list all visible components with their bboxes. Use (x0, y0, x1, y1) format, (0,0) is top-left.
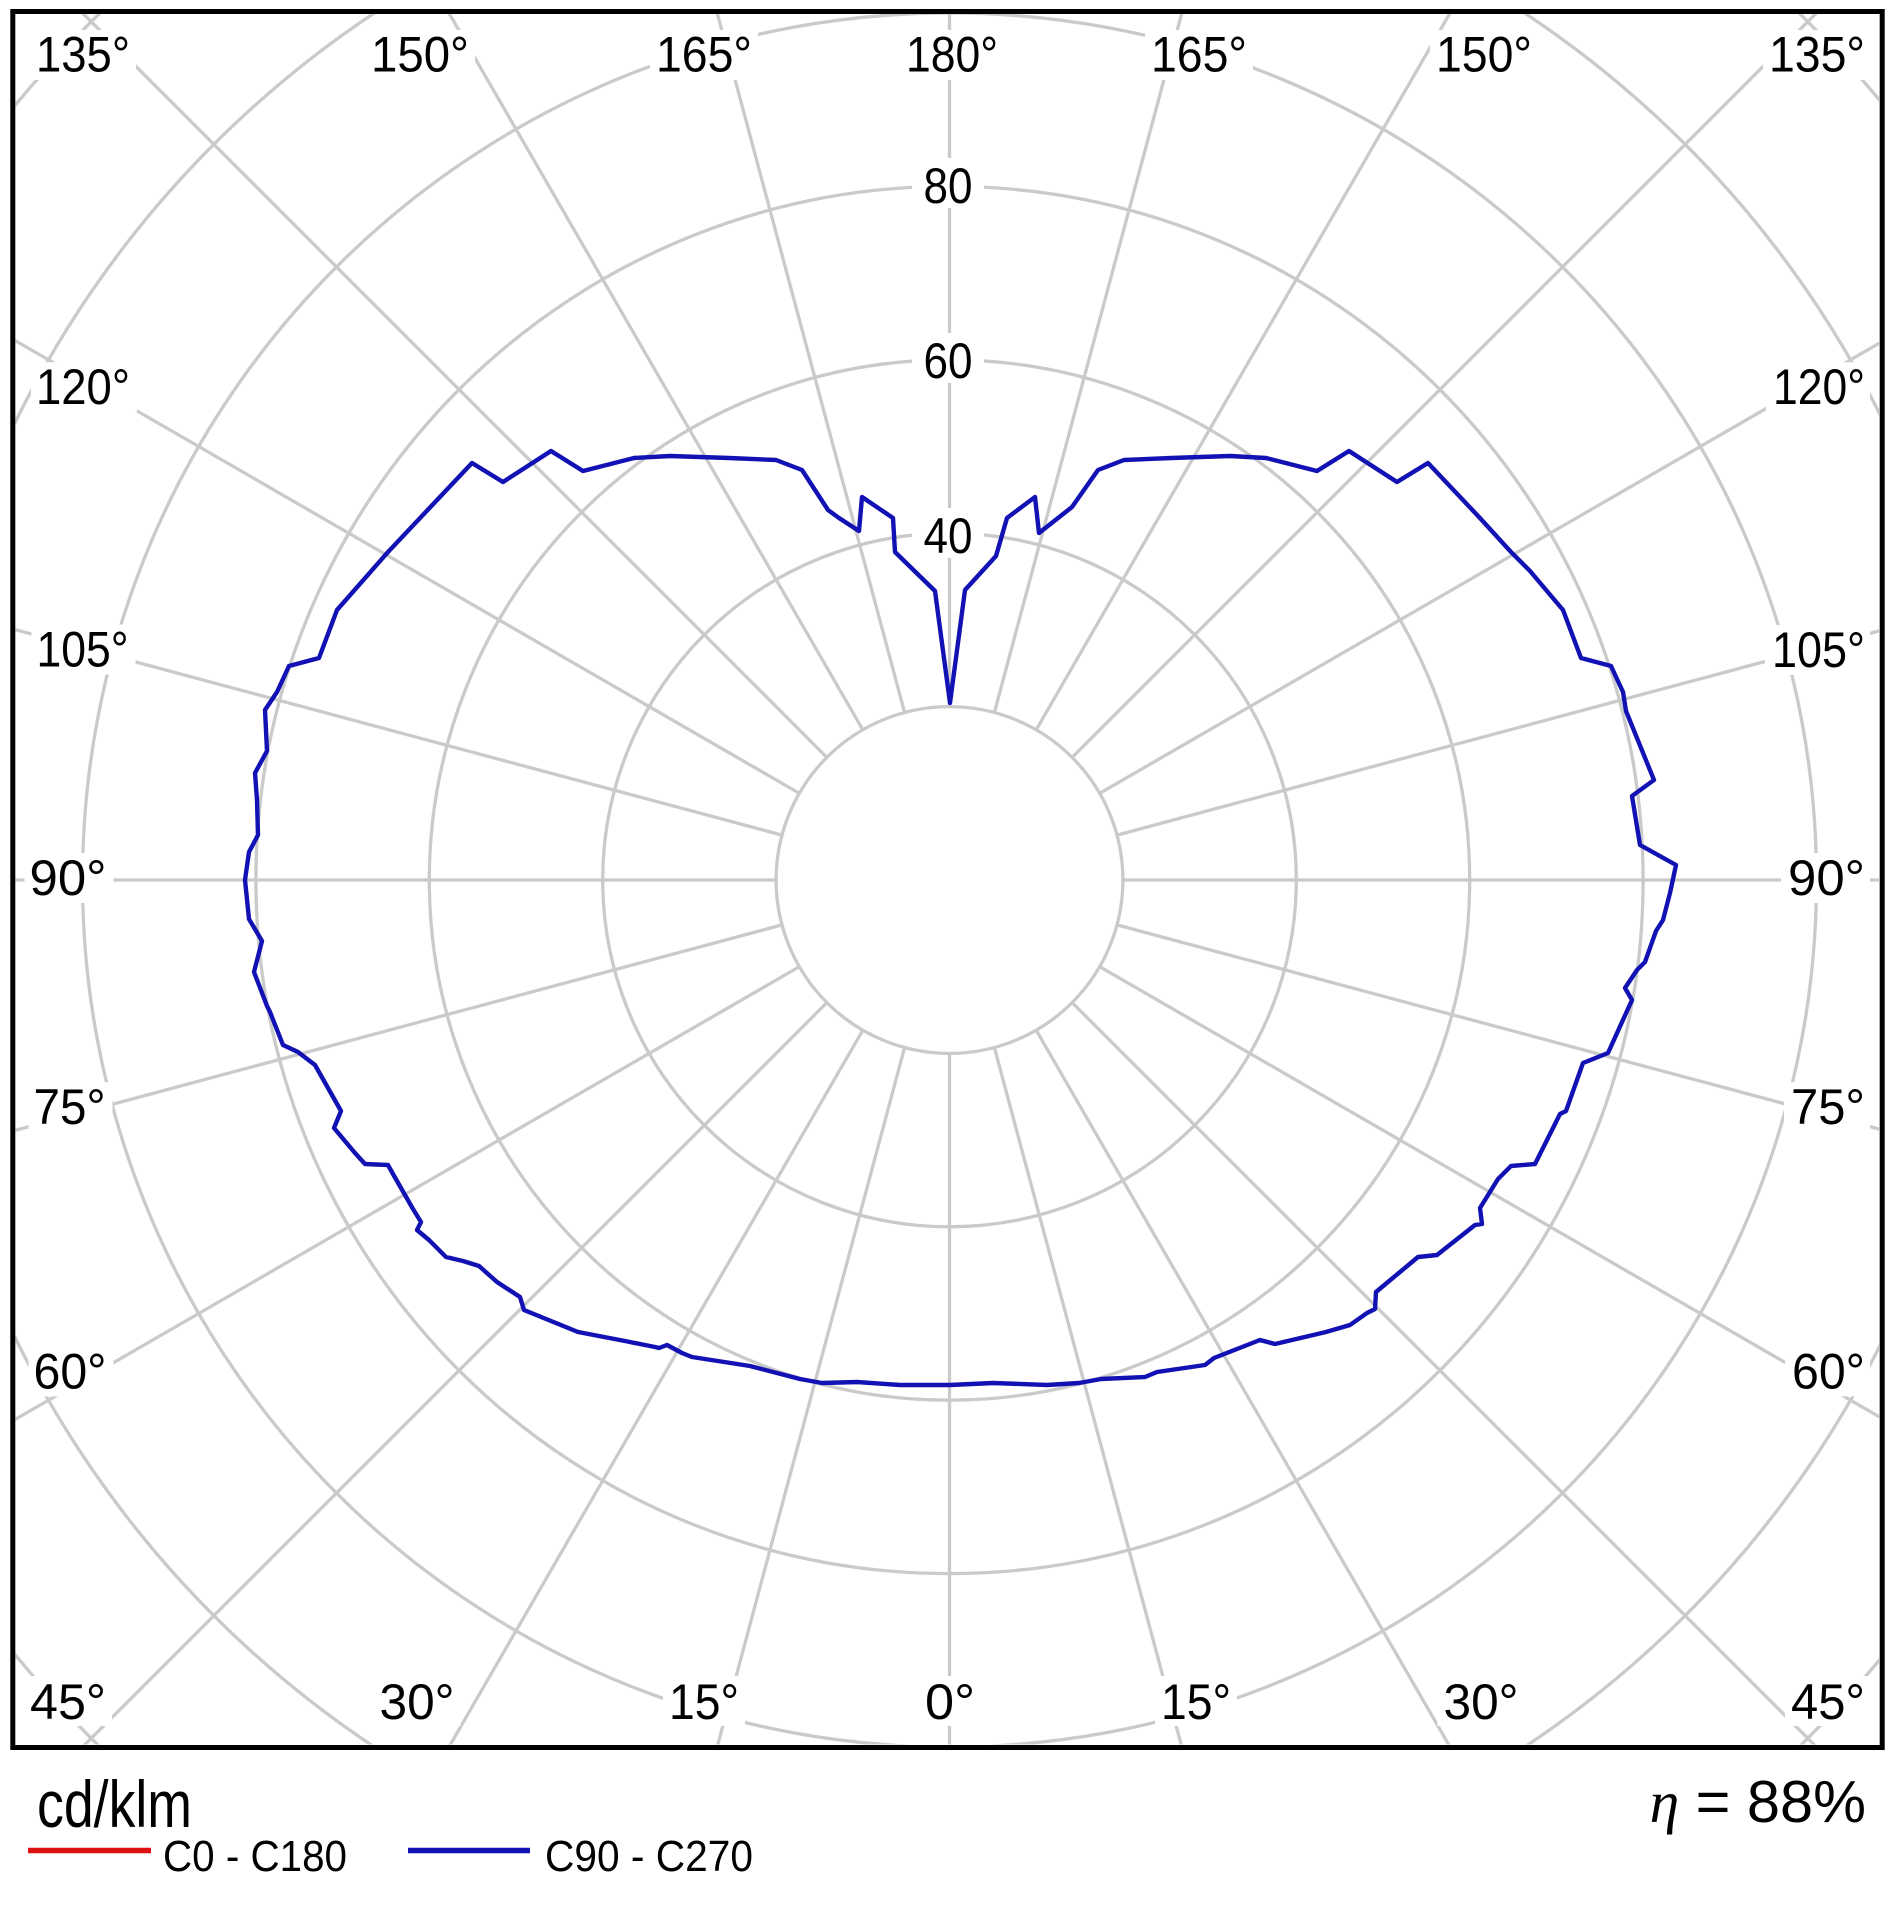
svg-text:15°: 15° (669, 1674, 739, 1730)
svg-text:150°: 150° (371, 27, 469, 83)
svg-text:180°: 180° (906, 27, 998, 83)
svg-text:15°: 15° (1161, 1674, 1231, 1730)
svg-text:90°: 90° (1788, 850, 1865, 906)
svg-text:75°: 75° (1791, 1079, 1865, 1135)
svg-text:cd/klm: cd/klm (37, 1767, 192, 1841)
svg-text:105°: 105° (37, 622, 129, 678)
svg-text:45°: 45° (1791, 1674, 1865, 1730)
svg-text:150°: 150° (1436, 27, 1532, 83)
svg-text:165°: 165° (1151, 27, 1247, 83)
svg-text:30°: 30° (380, 1674, 455, 1730)
svg-text:60°: 60° (1792, 1343, 1865, 1399)
svg-text:0°: 0° (925, 1674, 975, 1730)
svg-text:105°: 105° (1772, 622, 1865, 678)
svg-text:60°: 60° (34, 1343, 107, 1399)
svg-text:C90 - C270: C90 - C270 (545, 1832, 753, 1881)
svg-text:40: 40 (924, 508, 973, 564)
svg-text:60: 60 (924, 333, 973, 389)
svg-text:C0 - C180: C0 - C180 (163, 1832, 347, 1881)
svg-text:120°: 120° (1773, 359, 1865, 415)
svg-text:90°: 90° (30, 850, 107, 906)
svg-text:80: 80 (924, 158, 973, 214)
svg-text:135°: 135° (1769, 27, 1865, 83)
svg-text:30°: 30° (1444, 1674, 1519, 1730)
svg-text:75°: 75° (34, 1079, 106, 1135)
svg-text:120°: 120° (36, 359, 130, 415)
svg-text:45°: 45° (30, 1674, 106, 1730)
svg-text:η = 88%: η = 88% (1650, 1768, 1866, 1835)
svg-text:165°: 165° (656, 27, 752, 83)
svg-text:135°: 135° (36, 27, 130, 83)
